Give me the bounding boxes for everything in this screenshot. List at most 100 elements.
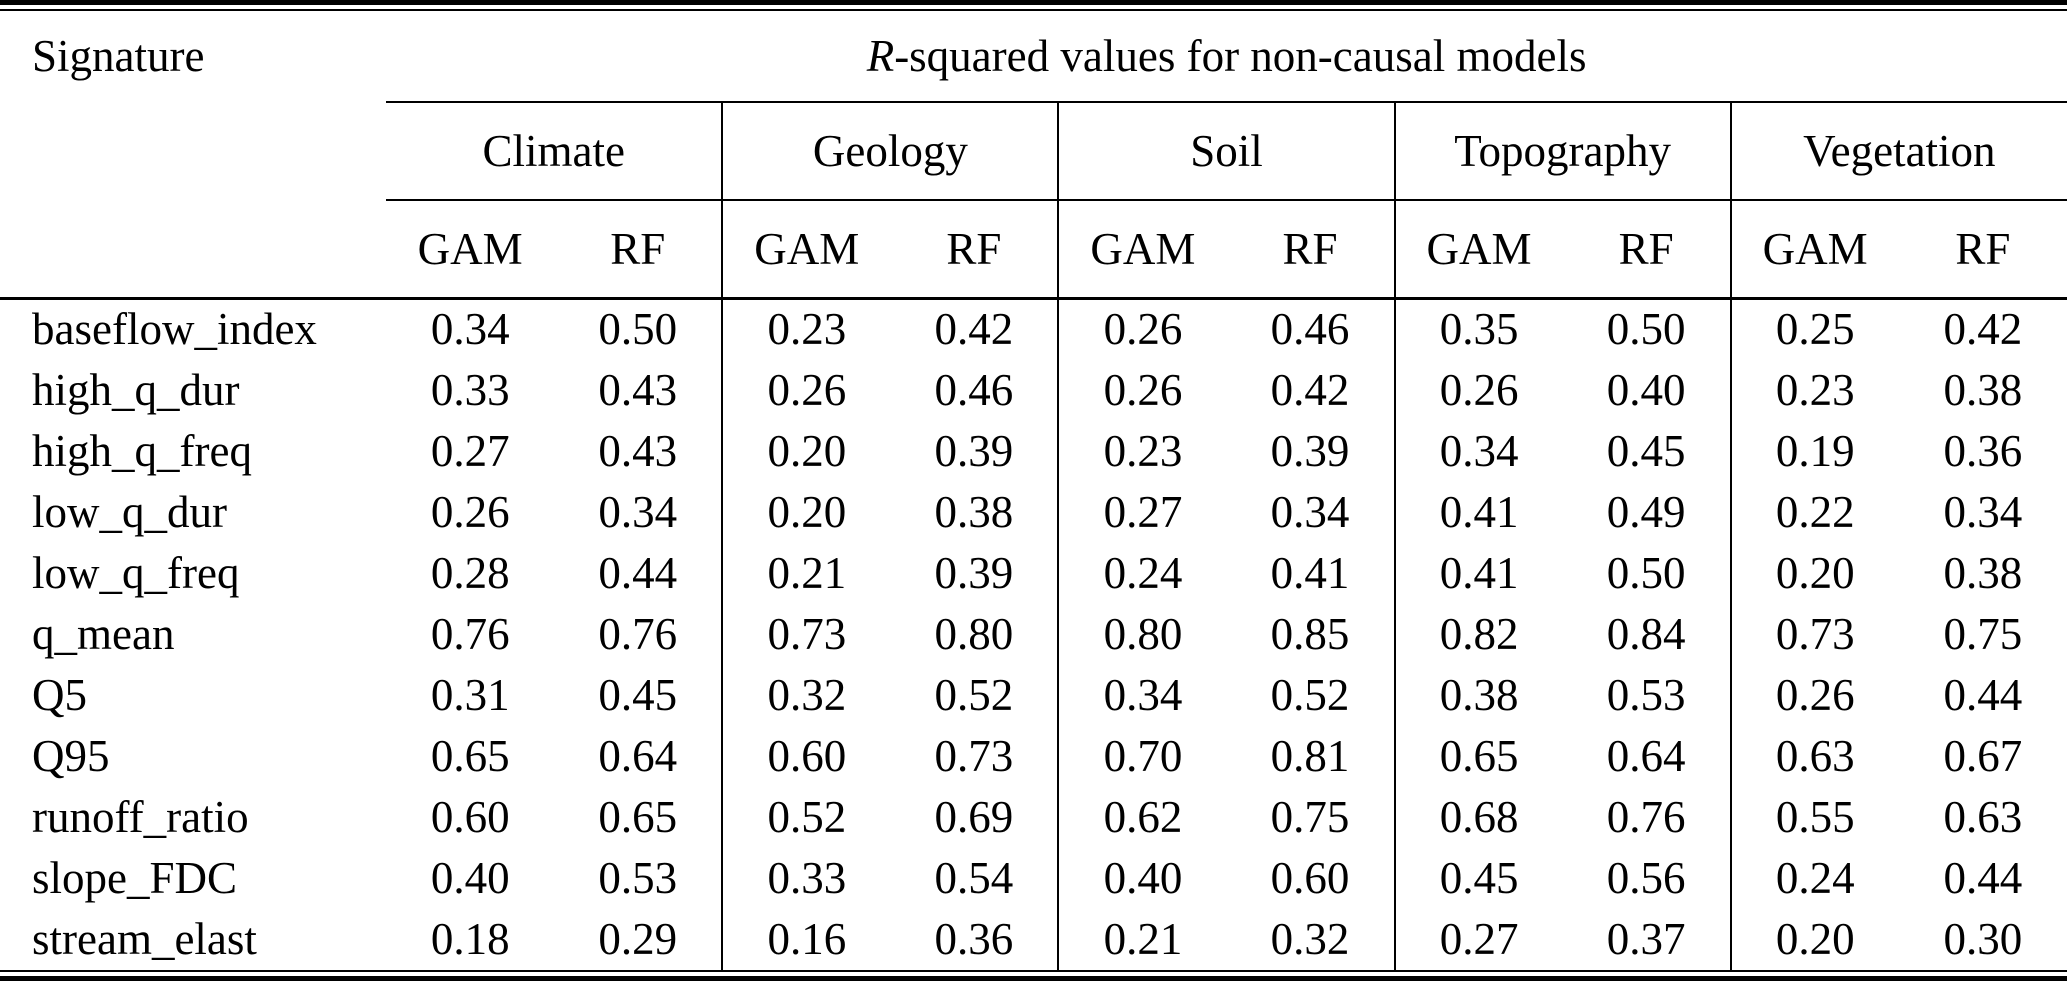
model-header-gam: GAM <box>1057 200 1227 300</box>
r-squared-spanner-header: R-squared values for non-causal models <box>386 11 2067 103</box>
signature-column-header: Signature <box>32 31 205 81</box>
bottom-rule-thick <box>0 975 2067 981</box>
value-cell: 0.33 <box>721 847 891 909</box>
table-row: stream_elast 0.18 0.29 0.16 0.36 0.21 0.… <box>0 908 2067 970</box>
value-cell: 0.55 <box>1729 786 1899 848</box>
value-cell: 0.24 <box>1057 542 1227 604</box>
row-signature: low_q_freq <box>32 547 240 598</box>
value-cell: 0.84 <box>1606 608 1686 659</box>
value-cell: 0.64 <box>598 730 678 781</box>
value-cell: 0.38 <box>934 486 1014 537</box>
value-cell: 0.27 <box>1393 908 1563 970</box>
value-cell: 0.60 <box>430 791 510 842</box>
table-row: low_q_dur 0.26 0.34 0.20 0.38 0.27 0.34 … <box>0 481 2067 543</box>
row-signature: runoff_ratio <box>32 791 249 842</box>
value-cell: 0.34 <box>1393 420 1563 482</box>
value-cell: 0.64 <box>1606 730 1686 781</box>
value-cell: 0.20 <box>1729 542 1899 604</box>
value-cell: 0.23 <box>721 298 891 360</box>
value-cell: 0.31 <box>430 669 510 720</box>
value-cell: 0.63 <box>1729 725 1899 787</box>
value-cell: 0.37 <box>1606 913 1686 964</box>
value-cell: 0.26 <box>1057 359 1227 421</box>
value-cell: 0.23 <box>1729 359 1899 421</box>
value-cell: 0.41 <box>1393 542 1563 604</box>
group-header-climate: Climate <box>386 102 723 201</box>
value-cell: 0.60 <box>721 725 891 787</box>
row-signature: baseflow_index <box>32 304 317 355</box>
value-cell: 0.36 <box>934 913 1014 964</box>
value-cell: 0.44 <box>598 547 678 598</box>
header-row-title: Signature R-squared values for non-causa… <box>0 11 2067 103</box>
value-cell: 0.18 <box>430 913 510 964</box>
value-cell: 0.53 <box>598 852 678 903</box>
value-cell: 0.73 <box>934 730 1014 781</box>
value-cell: 0.38 <box>1943 547 2023 598</box>
value-cell: 0.32 <box>721 664 891 726</box>
value-cell: 0.25 <box>1729 298 1899 360</box>
value-cell: 0.62 <box>1057 786 1227 848</box>
value-cell: 0.23 <box>1057 420 1227 482</box>
value-cell: 0.50 <box>598 304 678 355</box>
value-cell: 0.26 <box>1393 359 1563 421</box>
value-cell: 0.42 <box>1943 304 2023 355</box>
value-cell: 0.41 <box>1393 481 1563 543</box>
table-row: slope_FDC 0.40 0.53 0.33 0.54 0.40 0.60 … <box>0 847 2067 909</box>
row-signature: high_q_freq <box>32 425 252 476</box>
value-cell: 0.38 <box>1393 664 1563 726</box>
value-cell: 0.80 <box>1057 603 1227 665</box>
model-header-gam: GAM <box>1729 200 1899 300</box>
model-header-gam: GAM <box>386 200 555 300</box>
value-cell: 0.39 <box>1270 425 1350 476</box>
value-cell: 0.76 <box>430 608 510 659</box>
value-cell: 0.16 <box>721 908 891 970</box>
results-table: Signature R-squared values for non-causa… <box>0 11 2067 970</box>
value-cell: 0.19 <box>1729 420 1899 482</box>
value-cell: 0.67 <box>1943 730 2023 781</box>
value-cell: 0.36 <box>1943 425 2023 476</box>
value-cell: 0.49 <box>1606 486 1686 537</box>
value-cell: 0.39 <box>934 425 1014 476</box>
empty-cell <box>0 102 386 200</box>
top-rule-thick <box>0 0 2067 5</box>
group-header-geology: Geology <box>721 102 1059 201</box>
table-row: baseflow_index 0.34 0.50 0.23 0.42 0.26 … <box>0 298 2067 360</box>
value-cell: 0.35 <box>1393 298 1563 360</box>
value-cell: 0.26 <box>1729 664 1899 726</box>
value-cell: 0.63 <box>1943 791 2023 842</box>
value-cell: 0.28 <box>430 547 510 598</box>
value-cell: 0.43 <box>598 425 678 476</box>
table-row: Q5 0.31 0.45 0.32 0.52 0.34 0.52 0.38 0.… <box>0 664 2067 726</box>
row-signature: stream_elast <box>32 913 257 964</box>
header-row-groups: Climate Geology Soil Topography Vegetati… <box>0 102 2067 201</box>
model-header-rf: RF <box>1562 200 1731 300</box>
value-cell: 0.82 <box>1393 603 1563 665</box>
value-cell: 0.50 <box>1606 304 1686 355</box>
value-cell: 0.45 <box>598 669 678 720</box>
value-cell: 0.60 <box>1270 852 1350 903</box>
value-cell: 0.21 <box>721 542 891 604</box>
bottom-rule-thin <box>0 969 2067 972</box>
value-cell: 0.53 <box>1606 669 1686 720</box>
value-cell: 0.21 <box>1057 908 1227 970</box>
value-cell: 0.32 <box>1270 913 1350 964</box>
value-cell: 0.20 <box>1729 908 1899 970</box>
model-header-rf: RF <box>1226 200 1395 300</box>
group-header-soil: Soil <box>1057 102 1395 201</box>
value-cell: 0.75 <box>1270 791 1350 842</box>
value-cell: 0.29 <box>598 913 678 964</box>
value-cell: 0.40 <box>1606 364 1686 415</box>
value-cell: 0.44 <box>1943 852 2023 903</box>
table-row: runoff_ratio 0.60 0.65 0.52 0.69 0.62 0.… <box>0 786 2067 848</box>
value-cell: 0.39 <box>934 547 1014 598</box>
top-rule-thin <box>0 9 2067 11</box>
value-cell: 0.40 <box>430 852 510 903</box>
value-cell: 0.34 <box>430 304 510 355</box>
value-cell: 0.65 <box>1393 725 1563 787</box>
value-cell: 0.40 <box>1057 847 1227 909</box>
value-cell: 0.76 <box>598 608 678 659</box>
value-cell: 0.42 <box>934 304 1014 355</box>
value-cell: 0.52 <box>721 786 891 848</box>
value-cell: 0.54 <box>934 852 1014 903</box>
